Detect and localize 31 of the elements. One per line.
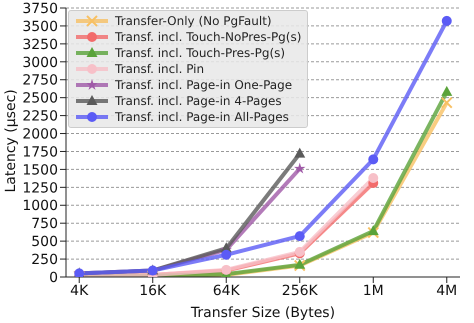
- y-tick-label: 2500: [22, 90, 58, 107]
- y-tick-label: 1750: [22, 144, 58, 160]
- legend-label: Transf. incl. Touch-NoPres-Pg(s): [115, 29, 302, 45]
- y-tick-label: 3750: [22, 0, 58, 17]
- legend-label: Transf. incl. Pin: [115, 61, 204, 77]
- y-tick-label: 0: [49, 270, 58, 286]
- legend-label: Transf. incl. Page-in 4-Pages: [115, 93, 282, 109]
- y-tick-label: 3250: [22, 36, 58, 53]
- y-tick-label: 3500: [22, 18, 58, 35]
- legend-label: Transf. incl. Page-in One-Page: [115, 77, 292, 93]
- y-tick-label: 3000: [22, 54, 58, 71]
- y-tick-label: 2250: [22, 108, 58, 125]
- y-tick-label: 750: [31, 216, 58, 232]
- x-tick-label: 16K: [139, 282, 168, 299]
- x-axis-title: Transfer Size (Bytes): [190, 305, 336, 321]
- y-tick-label: 1500: [22, 162, 58, 178]
- y-tick-label: 2000: [22, 126, 58, 143]
- x-tick-label: 1M: [362, 282, 384, 299]
- legend-label: Transf. incl. Touch-Pres-Pg(s): [115, 45, 286, 61]
- y-tick-label: 1250: [22, 180, 58, 196]
- x-tick-label: 64K: [212, 282, 241, 299]
- y-tick-label: 250: [31, 252, 58, 268]
- y-axis-title: Latency (µsec): [2, 89, 19, 192]
- y-tick-label: 1000: [22, 198, 58, 214]
- y-tick-label: 500: [31, 234, 58, 250]
- legend-label: Transfer-Only (No PgFault): [115, 13, 272, 29]
- x-tick-label: 256K: [282, 282, 319, 299]
- legend-label: Transf. incl. Page-in All-Pages: [115, 109, 289, 125]
- x-tick-label: 4M: [436, 282, 458, 299]
- x-tick-label: 4K: [70, 282, 90, 299]
- y-tick-label: 2750: [22, 72, 58, 89]
